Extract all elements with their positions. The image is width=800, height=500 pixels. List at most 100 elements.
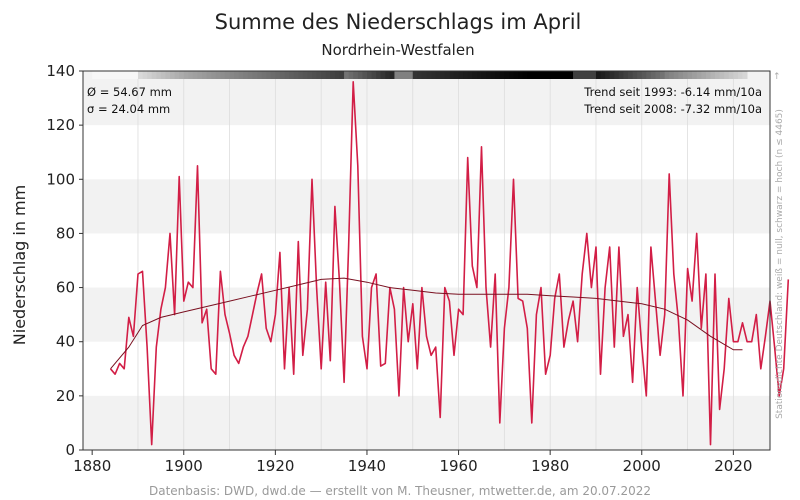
- density-cell: [646, 71, 652, 79]
- density-cell: [527, 71, 533, 79]
- density-cell: [105, 71, 111, 79]
- density-cell: [234, 71, 240, 79]
- density-cell: [348, 71, 354, 79]
- x-tick-label: 1960: [439, 457, 477, 475]
- density-cell: [142, 71, 148, 79]
- density-cell: [426, 71, 432, 79]
- density-cell: [321, 71, 327, 79]
- density-cell: [202, 71, 208, 79]
- density-cell: [595, 71, 601, 79]
- grid-band: [83, 71, 770, 126]
- density-cell: [211, 71, 217, 79]
- density-cell: [724, 71, 730, 79]
- density-cell: [279, 71, 285, 79]
- density-cell: [632, 71, 638, 79]
- density-cell: [536, 71, 542, 79]
- density-cell: [330, 71, 336, 79]
- stat-trend-2008: Trend seit 2008: -7.32 mm/10a: [583, 102, 762, 116]
- density-cell: [554, 71, 560, 79]
- density-cell: [733, 71, 739, 79]
- density-cell: [115, 71, 121, 79]
- density-cell: [614, 71, 620, 79]
- density-cell: [247, 71, 253, 79]
- density-cell: [394, 71, 400, 79]
- density-cell: [403, 71, 409, 79]
- density-cell: [119, 71, 125, 79]
- density-cell: [701, 71, 707, 79]
- density-cell: [339, 71, 345, 79]
- density-cell: [623, 71, 629, 79]
- density-cell: [490, 71, 496, 79]
- density-cell: [431, 71, 437, 79]
- density-cell: [692, 71, 698, 79]
- density-cell: [637, 71, 643, 79]
- density-cell: [541, 71, 546, 79]
- x-tick-label: 1880: [73, 457, 111, 475]
- density-cell: [215, 71, 221, 79]
- density-cell: [275, 71, 281, 79]
- density-cell: [133, 71, 139, 79]
- density-cell: [737, 71, 743, 79]
- arrow-icon: ↑: [773, 72, 781, 82]
- density-cell: [124, 71, 130, 79]
- density-cell: [399, 71, 404, 79]
- density-cell: [312, 71, 317, 79]
- density-cell: [678, 71, 684, 79]
- density-cell: [458, 71, 464, 79]
- x-tick-label: 1940: [348, 457, 386, 475]
- grid-band: [83, 395, 770, 450]
- y-tick-label: 0: [65, 441, 75, 459]
- density-cell: [518, 71, 524, 79]
- density-cell: [577, 71, 583, 79]
- density-cell: [197, 71, 203, 79]
- density-cell: [440, 71, 446, 79]
- density-cell: [389, 71, 395, 79]
- density-cell: [618, 71, 624, 79]
- density-cell: [545, 71, 551, 79]
- density-cell: [513, 71, 519, 79]
- density-cell: [96, 71, 102, 79]
- density-cell: [192, 71, 198, 79]
- density-cell: [449, 71, 455, 79]
- x-tick-label: 2020: [714, 457, 752, 475]
- density-cell: [568, 71, 574, 79]
- density-cell: [705, 71, 711, 79]
- density-cell: [463, 71, 469, 79]
- density-cell: [183, 71, 189, 79]
- density-cell: [243, 71, 249, 79]
- density-cell: [224, 71, 230, 79]
- density-cell: [366, 71, 372, 79]
- density-cell: [481, 71, 487, 79]
- density-cell: [710, 71, 716, 79]
- density-cell: [472, 71, 478, 79]
- density-cell: [453, 71, 459, 79]
- density-cell: [696, 71, 702, 79]
- density-cell: [687, 71, 693, 79]
- density-cell: [669, 71, 675, 79]
- y-tick-label: 20: [56, 387, 75, 405]
- density-cell: [261, 71, 267, 79]
- density-cell: [289, 71, 295, 79]
- footer-credit: Datenbasis: DWD, dwd.de — erstellt von M…: [149, 484, 651, 498]
- stat-trend-1993: Trend seit 1993: -6.14 mm/10a: [583, 85, 762, 99]
- density-cell: [600, 71, 606, 79]
- density-cell: [682, 71, 688, 79]
- density-cell: [655, 71, 661, 79]
- density-cell: [486, 71, 492, 79]
- density-cell: [728, 71, 734, 79]
- chart-subtitle: Nordrhein-Westfalen: [321, 41, 474, 59]
- y-tick-label: 40: [56, 333, 75, 351]
- density-cell: [522, 71, 528, 79]
- trend-line: [110, 277, 743, 370]
- density-cell: [206, 71, 212, 79]
- density-cell: [573, 71, 579, 79]
- density-cell: [371, 71, 377, 79]
- density-cell: [110, 71, 116, 79]
- y-tick-labels: 0 20 40 60 80 100 120 140: [46, 62, 83, 459]
- plot-frame: [82, 70, 771, 451]
- station-density-note: Stationsdichte Deutschland: weiß = null,…: [775, 109, 785, 419]
- density-cell: [362, 71, 368, 79]
- density-cell: [380, 71, 386, 79]
- x-tick-label: 1980: [531, 457, 569, 475]
- density-cell: [495, 71, 501, 79]
